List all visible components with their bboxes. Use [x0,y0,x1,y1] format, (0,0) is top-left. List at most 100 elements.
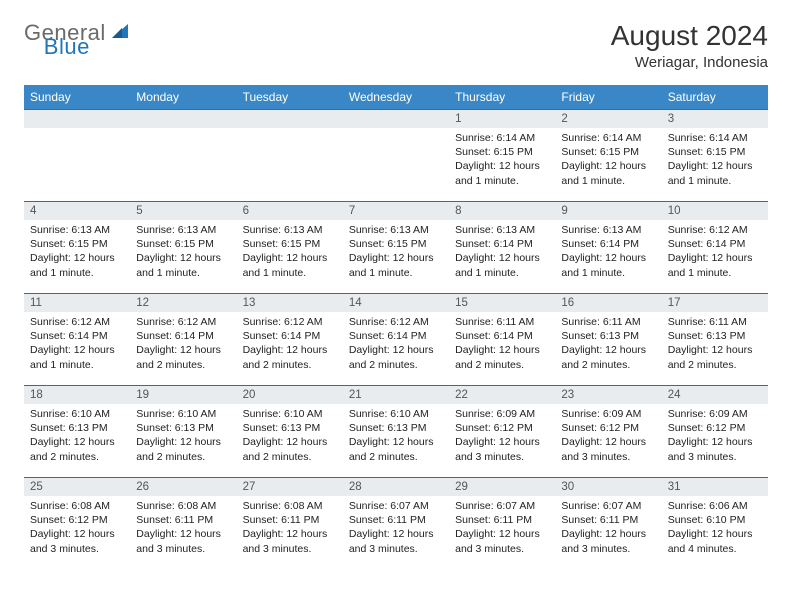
day-number: 23 [555,386,661,404]
day-number: . [343,110,449,128]
daylight-text: Daylight: 12 hours and 3 minutes. [455,435,549,463]
calendar-cell: 30Sunrise: 6:07 AMSunset: 6:11 PMDayligh… [555,478,661,570]
sunrise-text: Sunrise: 6:14 AM [561,131,655,145]
day-number: 13 [237,294,343,312]
day-number: 4 [24,202,130,220]
day-content: Sunrise: 6:13 AMSunset: 6:15 PMDaylight:… [237,220,343,286]
calendar-cell: 7Sunrise: 6:13 AMSunset: 6:15 PMDaylight… [343,202,449,294]
title-block: August 2024 Weriagar, Indonesia [611,20,768,71]
logo-text-b: Blue [44,34,90,59]
daylight-text: Daylight: 12 hours and 1 minute. [455,159,549,187]
day-number: 25 [24,478,130,496]
daylight-text: Daylight: 12 hours and 1 minute. [668,251,762,279]
sunrise-text: Sunrise: 6:11 AM [455,315,549,329]
sunrise-text: Sunrise: 6:13 AM [243,223,337,237]
sunset-text: Sunset: 6:13 PM [30,421,124,435]
day-content: Sunrise: 6:11 AMSunset: 6:14 PMDaylight:… [449,312,555,378]
calendar-cell: 2Sunrise: 6:14 AMSunset: 6:15 PMDaylight… [555,110,661,202]
daylight-text: Daylight: 12 hours and 1 minute. [668,159,762,187]
calendar-cell: 29Sunrise: 6:07 AMSunset: 6:11 PMDayligh… [449,478,555,570]
day-number: . [24,110,130,128]
day-content: Sunrise: 6:12 AMSunset: 6:14 PMDaylight:… [130,312,236,378]
calendar-cell: 11Sunrise: 6:12 AMSunset: 6:14 PMDayligh… [24,294,130,386]
calendar-cell: 28Sunrise: 6:07 AMSunset: 6:11 PMDayligh… [343,478,449,570]
day-number: 24 [662,386,768,404]
day-content: Sunrise: 6:07 AMSunset: 6:11 PMDaylight:… [343,496,449,562]
calendar-cell: 3Sunrise: 6:14 AMSunset: 6:15 PMDaylight… [662,110,768,202]
calendar-cell: . [24,110,130,202]
calendar-cell: . [130,110,236,202]
daylight-text: Daylight: 12 hours and 2 minutes. [668,343,762,371]
sunset-text: Sunset: 6:11 PM [561,513,655,527]
day-number: 29 [449,478,555,496]
day-content: Sunrise: 6:08 AMSunset: 6:11 PMDaylight:… [237,496,343,562]
daylight-text: Daylight: 12 hours and 2 minutes. [243,435,337,463]
day-number: 21 [343,386,449,404]
day-number: 9 [555,202,661,220]
day-number: 16 [555,294,661,312]
calendar-cell: 12Sunrise: 6:12 AMSunset: 6:14 PMDayligh… [130,294,236,386]
sunrise-text: Sunrise: 6:13 AM [455,223,549,237]
day-number: 12 [130,294,236,312]
sunset-text: Sunset: 6:11 PM [455,513,549,527]
day-number: 1 [449,110,555,128]
sunrise-text: Sunrise: 6:08 AM [243,499,337,513]
sunrise-text: Sunrise: 6:14 AM [668,131,762,145]
day-number: 22 [449,386,555,404]
calendar-week-row: 25Sunrise: 6:08 AMSunset: 6:12 PMDayligh… [24,478,768,570]
calendar-cell: 10Sunrise: 6:12 AMSunset: 6:14 PMDayligh… [662,202,768,294]
calendar-week-row: ....1Sunrise: 6:14 AMSunset: 6:15 PMDayl… [24,110,768,202]
day-content: Sunrise: 6:14 AMSunset: 6:15 PMDaylight:… [662,128,768,194]
day-header: Sunday [24,85,130,110]
sunset-text: Sunset: 6:15 PM [136,237,230,251]
daylight-text: Daylight: 12 hours and 2 minutes. [243,343,337,371]
day-number: 11 [24,294,130,312]
day-content: Sunrise: 6:11 AMSunset: 6:13 PMDaylight:… [662,312,768,378]
logo-sail-icon [110,20,130,46]
calendar-cell: 9Sunrise: 6:13 AMSunset: 6:14 PMDaylight… [555,202,661,294]
daylight-text: Daylight: 12 hours and 3 minutes. [136,527,230,555]
calendar-cell: 26Sunrise: 6:08 AMSunset: 6:11 PMDayligh… [130,478,236,570]
day-content: Sunrise: 6:09 AMSunset: 6:12 PMDaylight:… [662,404,768,470]
sunset-text: Sunset: 6:15 PM [349,237,443,251]
day-number: . [237,110,343,128]
sunrise-text: Sunrise: 6:07 AM [349,499,443,513]
sunrise-text: Sunrise: 6:10 AM [30,407,124,421]
daylight-text: Daylight: 12 hours and 3 minutes. [561,527,655,555]
daylight-text: Daylight: 12 hours and 1 minute. [455,251,549,279]
sunrise-text: Sunrise: 6:10 AM [349,407,443,421]
sunset-text: Sunset: 6:15 PM [561,145,655,159]
calendar-week-row: 4Sunrise: 6:13 AMSunset: 6:15 PMDaylight… [24,202,768,294]
calendar-cell: 16Sunrise: 6:11 AMSunset: 6:13 PMDayligh… [555,294,661,386]
day-content: Sunrise: 6:13 AMSunset: 6:15 PMDaylight:… [343,220,449,286]
day-number: 27 [237,478,343,496]
calendar-cell: 13 Sunrise: 6:12 AMSunset: 6:14 PMDayligh… [237,294,343,386]
sunset-text: Sunset: 6:14 PM [243,329,337,343]
day-number: 20 [237,386,343,404]
daylight-text: Daylight: 12 hours and 1 minute. [561,251,655,279]
sunset-text: Sunset: 6:14 PM [455,329,549,343]
calendar-cell: 6Sunrise: 6:13 AMSunset: 6:15 PMDaylight… [237,202,343,294]
calendar-cell: 23Sunrise: 6:09 AMSunset: 6:12 PMDayligh… [555,386,661,478]
calendar-body: ....1Sunrise: 6:14 AMSunset: 6:15 PMDayl… [24,110,768,570]
sunrise-text: Sunrise: 6:12 AM [668,223,762,237]
sunrise-text: Sunrise: 6:13 AM [349,223,443,237]
day-content: Sunrise: 6:09 AMSunset: 6:12 PMDaylight:… [555,404,661,470]
sunrise-text: Sunrise: 6:13 AM [30,223,124,237]
sunrise-text: Sunrise: 6:12 AM [243,315,337,329]
day-header: Thursday [449,85,555,110]
sunset-text: Sunset: 6:14 PM [455,237,549,251]
sunset-text: Sunset: 6:13 PM [243,421,337,435]
sunset-text: Sunset: 6:14 PM [136,329,230,343]
calendar-cell: . [237,110,343,202]
day-number: 10 [662,202,768,220]
sunrise-text: Sunrise: 6:10 AM [136,407,230,421]
calendar-cell: 20Sunrise: 6:10 AMSunset: 6:13 PMDayligh… [237,386,343,478]
calendar-cell: 17Sunrise: 6:11 AMSunset: 6:13 PMDayligh… [662,294,768,386]
daylight-text: Daylight: 12 hours and 3 minutes. [30,527,124,555]
day-header: Monday [130,85,236,110]
sunset-text: Sunset: 6:13 PM [136,421,230,435]
day-number: 7 [343,202,449,220]
calendar-week-row: 18Sunrise: 6:10 AMSunset: 6:13 PMDayligh… [24,386,768,478]
sunset-text: Sunset: 6:15 PM [455,145,549,159]
